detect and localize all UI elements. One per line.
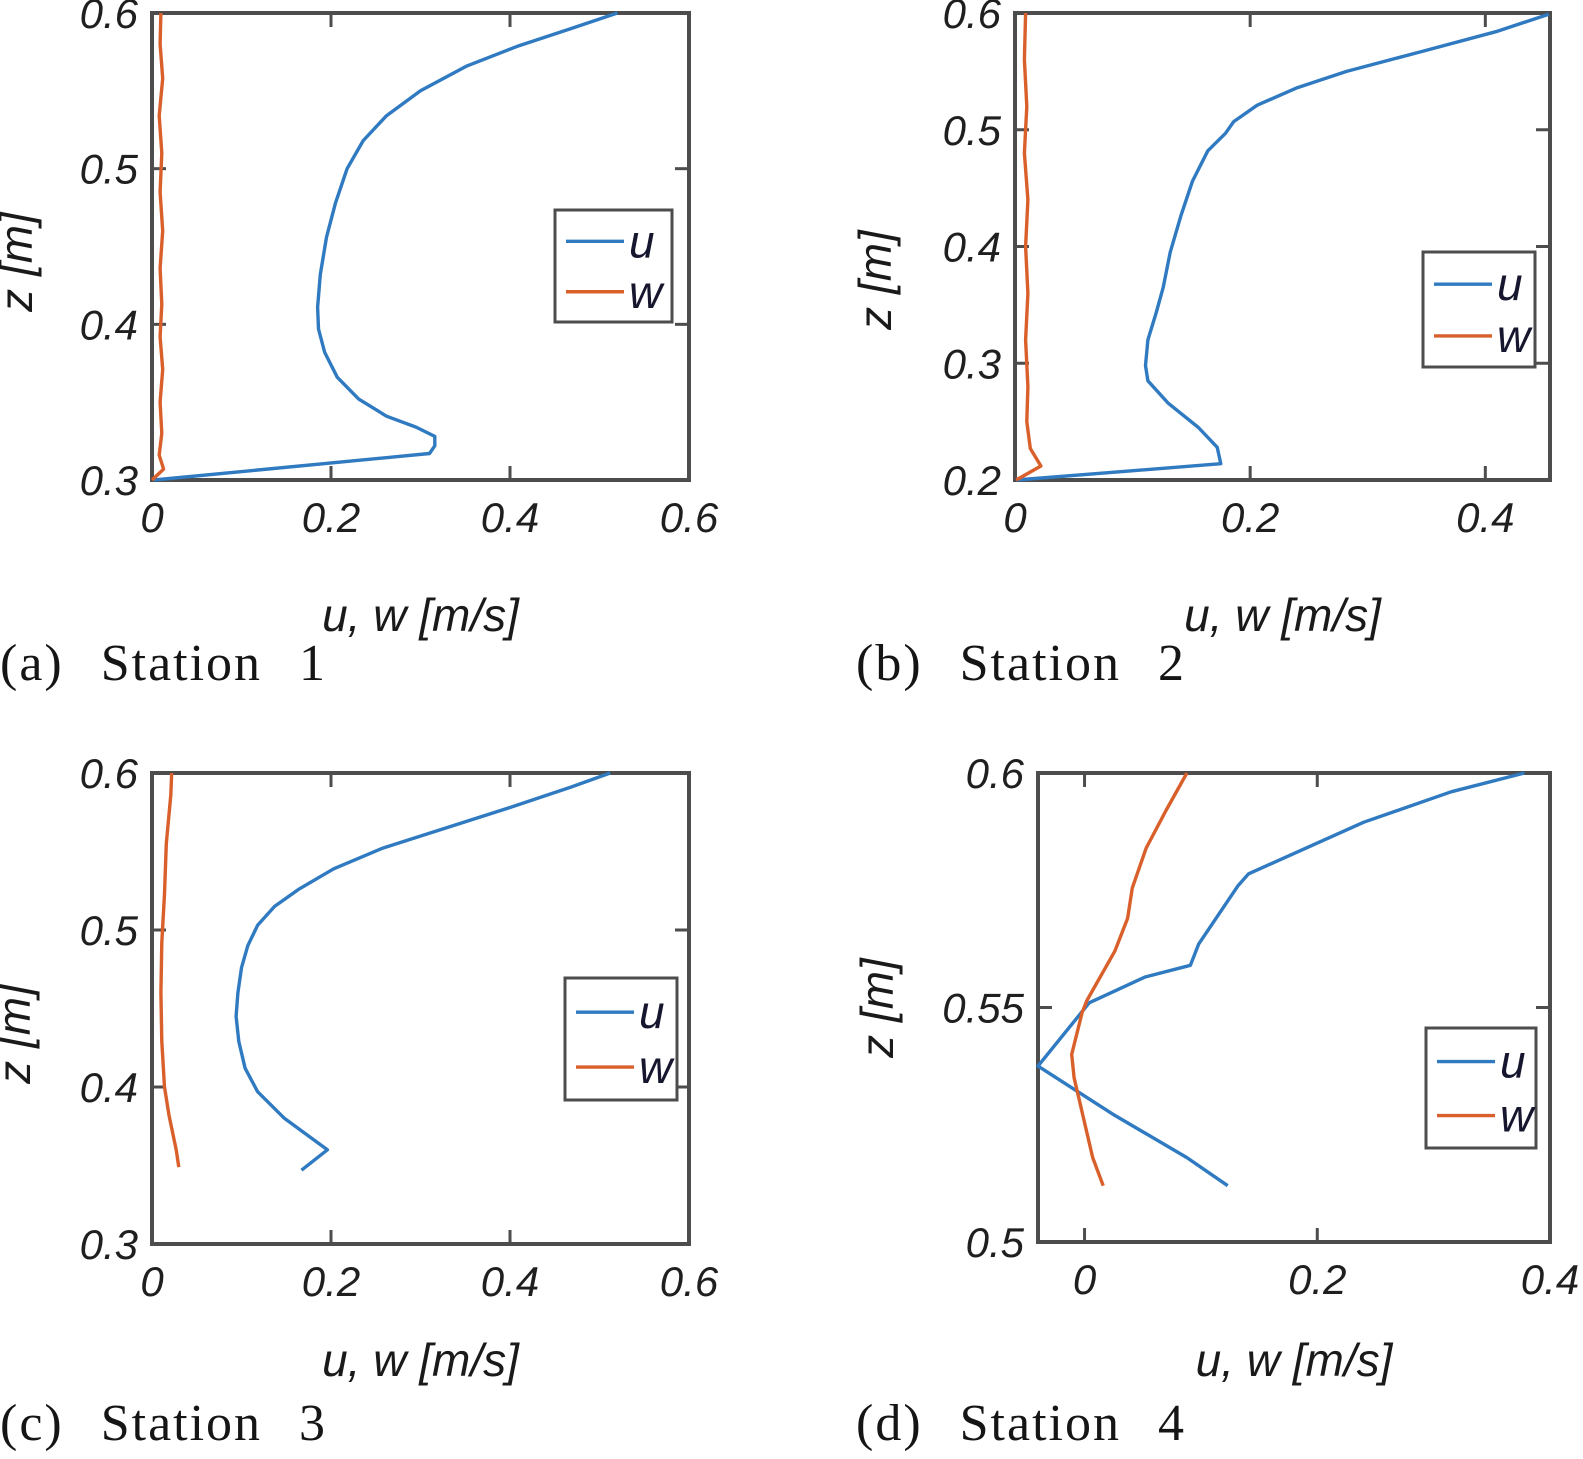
w-series-line (159, 772, 181, 1168)
plot-box (1036, 771, 1552, 1244)
legend-label-w: w (1500, 1090, 1536, 1142)
caption-station-3: (c) Station 3 (0, 1395, 328, 1452)
legend-box (553, 208, 674, 324)
y-tick-label: 0.6 (966, 750, 1025, 797)
x-tick-label: 0.2 (1221, 494, 1279, 541)
legend-box (563, 976, 679, 1102)
u-series-line (153, 11, 618, 482)
caption-station-4: (d) Station 4 (856, 1395, 1186, 1452)
plot-box (1013, 11, 1552, 482)
x-tick-label: 0.4 (1521, 1256, 1579, 1303)
x-tick-label: 0.6 (660, 494, 719, 541)
y-tick-label: 0.4 (943, 224, 1001, 271)
u-series-line (234, 771, 611, 1172)
caption-station-1: (a) Station 1 (0, 635, 328, 692)
w-series-line (150, 12, 166, 482)
y-axis-label: z [m] (0, 983, 40, 1085)
x-tick-label: 0.6 (660, 1258, 719, 1305)
x-tick-label: 0.4 (481, 494, 539, 541)
y-tick-label: 0.4 (80, 301, 138, 348)
plot-box (150, 771, 691, 1246)
x-tick-label: 0 (1003, 494, 1027, 541)
legend-label-w: w (639, 1041, 675, 1093)
chart-station-2: 0 0.2 0.40.20.30.40.50.6u, w [m/s]z [m] uw (849, 0, 1552, 641)
legend-box (1421, 250, 1537, 369)
legend-label-w: w (1497, 310, 1533, 362)
w-series-line (1069, 772, 1189, 1187)
y-tick-label: 0.3 (80, 457, 138, 504)
y-tick-label: 0.6 (943, 0, 1002, 37)
x-tick-label: 0.2 (1288, 1256, 1346, 1303)
x-axis-label: u, w [m/s] (1184, 589, 1382, 641)
y-tick-label: 0.55 (942, 985, 1024, 1032)
x-tick-label: 0.2 (302, 494, 360, 541)
y-tick-label: 0.2 (943, 457, 1001, 504)
legend-label-u: u (1500, 1036, 1526, 1088)
x-tick-label: 0 (1073, 1256, 1097, 1303)
legend-label-u: u (629, 215, 655, 267)
y-axis-label: z [m] (851, 957, 903, 1059)
y-tick-label: 0.5 (80, 146, 139, 193)
legend-label-w: w (629, 266, 665, 318)
y-tick-label: 0.5 (966, 1219, 1025, 1266)
y-axis-label: z [m] (849, 229, 901, 331)
legend-label-u: u (639, 986, 665, 1038)
y-tick-label: 0.5 (943, 107, 1002, 154)
y-axis-label: z [m] (0, 211, 42, 313)
w-series-line (1015, 12, 1043, 482)
u-series-line (1036, 771, 1525, 1188)
legend-box (1424, 1026, 1538, 1150)
y-tick-label: 0.6 (80, 750, 139, 797)
y-tick-label: 0.5 (80, 907, 139, 954)
plot-box (150, 11, 691, 482)
x-tick-label: 0 (140, 494, 164, 541)
y-tick-label: 0.4 (80, 1064, 138, 1111)
x-tick-label: 0.2 (302, 1258, 360, 1305)
x-tick-label: 0.4 (1456, 494, 1514, 541)
y-tick-label: 0.3 (80, 1221, 138, 1268)
chart-station-1: 0 0.2 0.4 0.6 0.3 0.4 0.5 0.6 u, w [m/s] z [m] uw (0, 0, 719, 641)
u-series-line (1016, 12, 1550, 482)
x-tick-label: 0 (140, 1258, 164, 1305)
y-tick-label: 0.3 (943, 340, 1001, 387)
legend-label-u: u (1497, 258, 1523, 310)
x-axis-label: u, w [m/s] (1196, 1334, 1394, 1386)
x-axis-label: u, w [m/s] (322, 1334, 520, 1386)
chart-station-4: 0 0.2 0.4 0.5 0.55 0.6 u, w [m/s] z [m] uw (851, 750, 1579, 1386)
caption-station-2: (b) Station 2 (856, 635, 1186, 692)
x-axis-label: u, w [m/s] (322, 589, 520, 641)
y-tick-label: 0.6 (80, 0, 139, 37)
x-tick-label: 0.4 (481, 1258, 539, 1305)
chart-station-3: 0 0.2 0.4 0.6 0.3 0.4 0.5 0.6 u, w [m/s] z [m] uw (0, 750, 719, 1386)
